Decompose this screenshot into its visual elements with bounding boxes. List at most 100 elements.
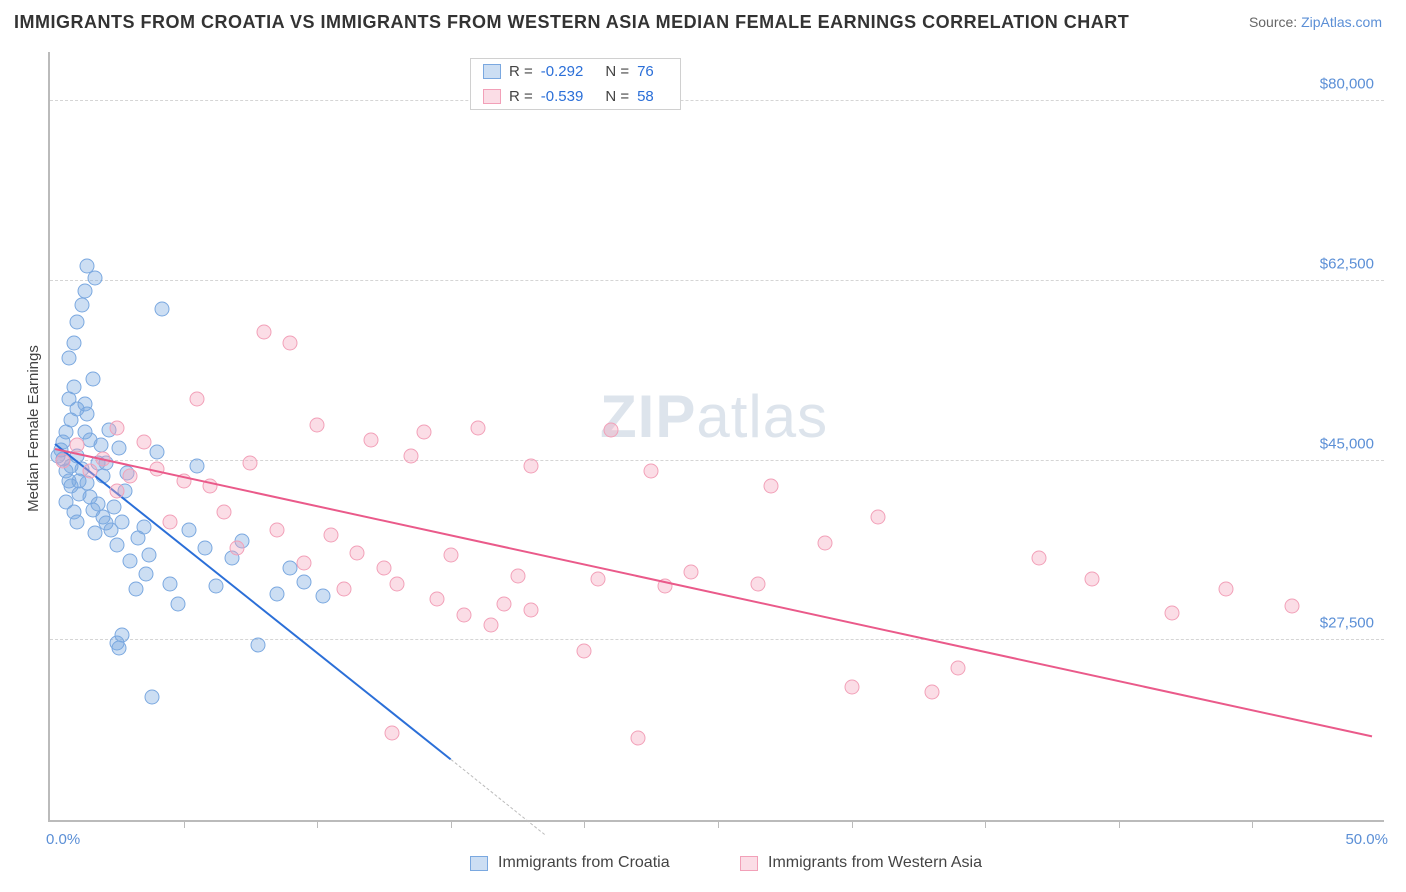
scatter-marker-wasia: [751, 576, 766, 591]
y-tick-label: $62,500: [1320, 256, 1374, 273]
x-tick: [584, 820, 585, 828]
scatter-marker-wasia: [216, 505, 231, 520]
scatter-marker-croatia: [61, 474, 76, 489]
scatter-marker-wasia: [136, 435, 151, 450]
scatter-marker-wasia: [1165, 605, 1180, 620]
n-value-croatia: 76: [637, 63, 654, 80]
x-tick: [852, 820, 853, 828]
scatter-marker-croatia: [181, 523, 196, 538]
scatter-marker-croatia: [123, 554, 138, 569]
scatter-marker-wasia: [604, 422, 619, 437]
scatter-marker-croatia: [75, 297, 90, 312]
scatter-marker-croatia: [128, 582, 143, 597]
scatter-marker-wasia: [83, 463, 98, 478]
n-value-wasia: 58: [637, 88, 654, 105]
x-tick: [184, 820, 185, 828]
scatter-marker-wasia: [510, 568, 525, 583]
gridline: [50, 100, 1384, 101]
x-tick: [451, 820, 452, 828]
scatter-marker-wasia: [497, 597, 512, 612]
scatter-marker-wasia: [871, 510, 886, 525]
scatter-marker-wasia: [270, 523, 285, 538]
x-tick: [317, 820, 318, 828]
scatter-marker-croatia: [208, 578, 223, 593]
scatter-marker-wasia: [483, 617, 498, 632]
scatter-marker-wasia: [523, 602, 538, 617]
source-link[interactable]: ZipAtlas.com: [1301, 14, 1382, 30]
swatch-croatia: [470, 856, 488, 871]
source-prefix: Source:: [1249, 14, 1301, 30]
scatter-marker-croatia: [67, 379, 82, 394]
scatter-plot-area: ZIPatlas $27,500$45,000$62,500$80,0000.0…: [48, 52, 1384, 822]
legend-label-croatia: Immigrants from Croatia: [498, 854, 670, 872]
scatter-marker-croatia: [155, 301, 170, 316]
scatter-marker-wasia: [283, 335, 298, 350]
scatter-marker-wasia: [69, 438, 84, 453]
scatter-marker-wasia: [430, 592, 445, 607]
scatter-marker-wasia: [924, 684, 939, 699]
r-value-wasia: -0.539: [541, 88, 584, 105]
scatter-marker-wasia: [377, 561, 392, 576]
scatter-marker-croatia: [77, 284, 92, 299]
watermark: ZIPatlas: [600, 382, 828, 451]
legend-label-wasia: Immigrants from Western Asia: [768, 854, 982, 872]
scatter-marker-wasia: [457, 607, 472, 622]
scatter-marker-wasia: [310, 417, 325, 432]
scatter-marker-croatia: [315, 589, 330, 604]
scatter-marker-croatia: [171, 597, 186, 612]
scatter-marker-croatia: [139, 566, 154, 581]
correlation-legend: R = -0.292N = 76R = -0.539N = 58: [470, 58, 681, 110]
scatter-marker-wasia: [256, 325, 271, 340]
y-axis-label: Median Female Earnings: [25, 345, 42, 512]
watermark-atlas: atlas: [696, 383, 828, 450]
scatter-marker-croatia: [109, 537, 124, 552]
scatter-marker-wasia: [470, 420, 485, 435]
y-tick-label: $80,000: [1320, 76, 1374, 93]
scatter-marker-croatia: [107, 499, 122, 514]
scatter-marker-croatia: [144, 689, 159, 704]
scatter-marker-wasia: [123, 469, 138, 484]
x-tick: [985, 820, 986, 828]
scatter-marker-wasia: [296, 556, 311, 571]
scatter-marker-wasia: [403, 448, 418, 463]
x-min-label: 0.0%: [46, 831, 80, 848]
scatter-marker-croatia: [69, 315, 84, 330]
scatter-marker-wasia: [109, 484, 124, 499]
scatter-marker-croatia: [141, 548, 156, 563]
chart-title: IMMIGRANTS FROM CROATIA VS IMMIGRANTS FR…: [14, 12, 1129, 33]
y-tick-label: $45,000: [1320, 435, 1374, 452]
scatter-marker-wasia: [1085, 571, 1100, 586]
gridline: [50, 639, 1384, 640]
scatter-marker-wasia: [109, 420, 124, 435]
series-legend-croatia: Immigrants from Croatia: [470, 854, 670, 872]
r-label: R =: [509, 63, 533, 80]
scatter-marker-wasia: [577, 643, 592, 658]
scatter-marker-croatia: [197, 540, 212, 555]
legend-row-croatia: R = -0.292N = 76: [471, 59, 680, 84]
scatter-marker-croatia: [270, 587, 285, 602]
gridline: [50, 280, 1384, 281]
scatter-marker-wasia: [363, 433, 378, 448]
scatter-marker-wasia: [350, 546, 365, 561]
scatter-marker-wasia: [630, 730, 645, 745]
scatter-marker-wasia: [56, 453, 71, 468]
scatter-marker-croatia: [251, 638, 266, 653]
scatter-marker-croatia: [136, 520, 151, 535]
x-tick: [718, 820, 719, 828]
source-attribution: Source: ZipAtlas.com: [1249, 14, 1382, 30]
scatter-marker-wasia: [817, 535, 832, 550]
scatter-marker-croatia: [163, 576, 178, 591]
scatter-marker-croatia: [67, 335, 82, 350]
n-label: N =: [605, 88, 629, 105]
scatter-marker-wasia: [336, 582, 351, 597]
scatter-marker-croatia: [88, 525, 103, 540]
scatter-marker-croatia: [112, 441, 127, 456]
r-label: R =: [509, 88, 533, 105]
scatter-marker-wasia: [189, 392, 204, 407]
n-label: N =: [605, 63, 629, 80]
series-legend-wasia: Immigrants from Western Asia: [740, 854, 982, 872]
scatter-marker-croatia: [61, 351, 76, 366]
scatter-marker-croatia: [69, 515, 84, 530]
x-tick: [1119, 820, 1120, 828]
scatter-marker-wasia: [417, 424, 432, 439]
